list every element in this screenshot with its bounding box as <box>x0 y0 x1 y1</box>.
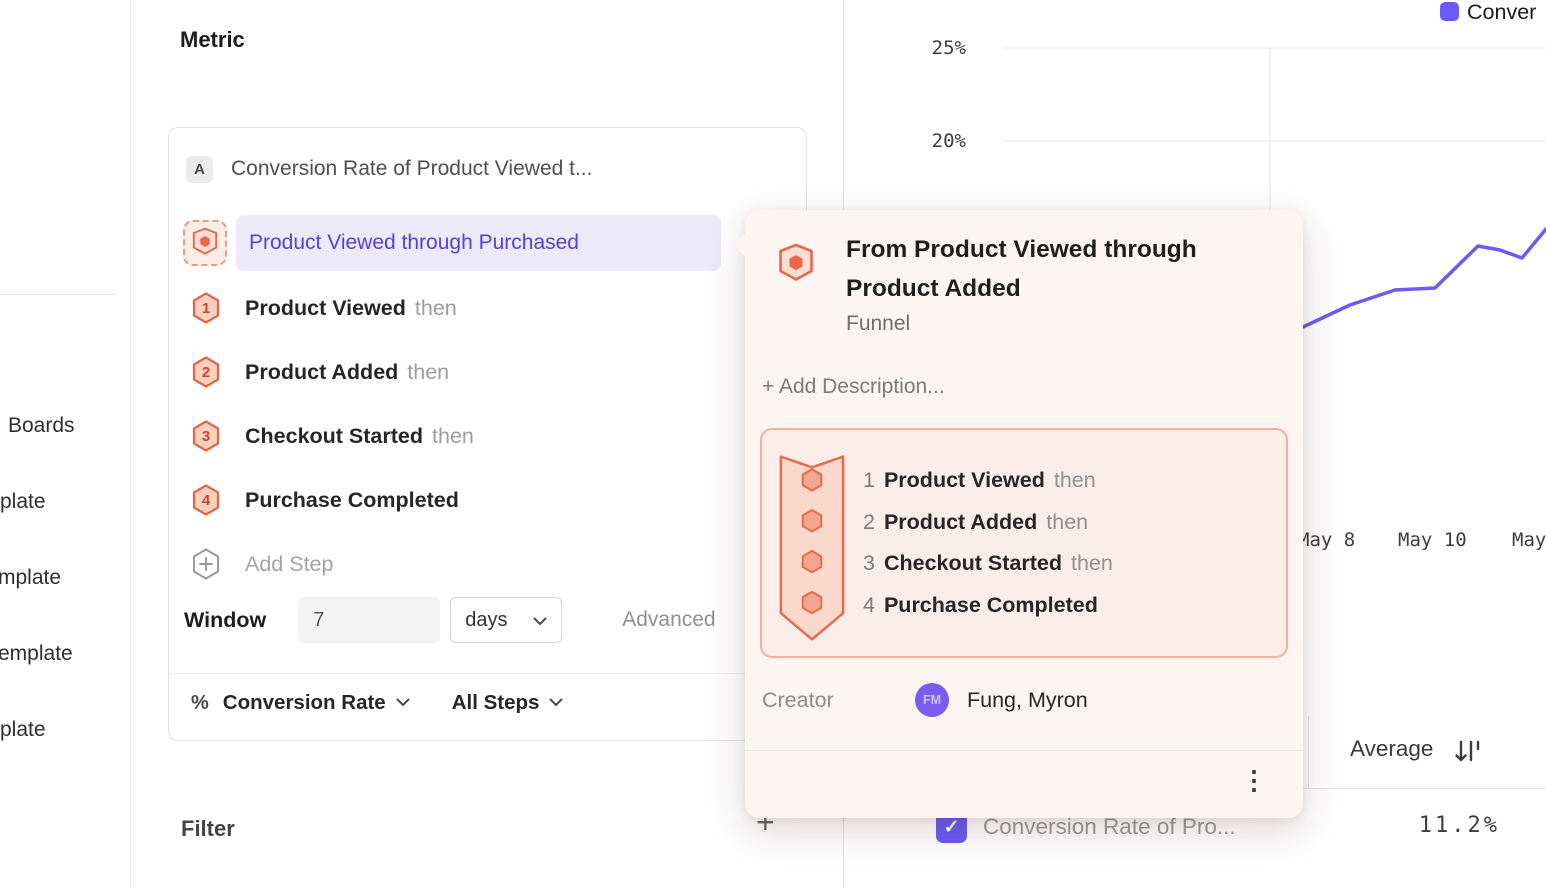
table-row-average-value: 11.2% <box>1418 813 1500 838</box>
step-2-badge-icon: 2 <box>192 356 220 388</box>
creator-name: Fung, Myron <box>967 688 1088 712</box>
funnel-icon <box>192 226 218 261</box>
creator-avatar: FM <box>915 683 949 717</box>
window-unit-select[interactable]: days <box>450 597 563 643</box>
x-axis-tick-may12: May <box>1512 529 1546 551</box>
table-column-divider <box>1308 716 1309 788</box>
popover-footer: ⋮ <box>745 750 1303 818</box>
sidebar-divider <box>0 294 115 295</box>
legend-label[interactable]: Conver <box>1467 0 1537 24</box>
sidebar-item-boards[interactable]: Boards <box>8 414 75 437</box>
creator-label: Creator <box>762 688 834 712</box>
step-2-name: Product Added <box>245 359 399 384</box>
check-icon: ✓ <box>943 817 960 838</box>
step-1-badge-icon: 1 <box>192 292 220 324</box>
add-step-plus-icon <box>192 548 220 580</box>
series-title: Conversion Rate of Product Viewed t... <box>231 157 593 180</box>
funnel-preview-card: 1 Product Viewed then 2 Product Added then 3… <box>760 428 1288 658</box>
sort-icon[interactable] <box>1453 738 1483 766</box>
measure-row: % Conversion Rate All Steps <box>191 684 563 722</box>
y-axis-tick-25: 25% <box>931 37 966 59</box>
step-4-name: Purchase Completed <box>245 487 459 512</box>
x-axis-tick-may10: May 10 <box>1398 529 1467 551</box>
window-label: Window <box>184 607 267 632</box>
sidebar-item-template-3[interactable]: emplate <box>0 642 73 665</box>
advanced-link[interactable]: Advanced <box>622 608 716 631</box>
step-3-name: Checkout Started <box>245 423 424 448</box>
measure-dropdown[interactable]: Conversion Rate <box>222 691 386 714</box>
step-2-number: 2 <box>201 363 211 381</box>
preview-step-4: 4 Purchase Completed <box>863 592 1098 617</box>
step-3-badge-icon: 3 <box>192 420 220 452</box>
sidebar-item-template-1[interactable]: plate <box>0 490 46 513</box>
card-divider <box>169 673 806 674</box>
metric-section-title: Metric <box>180 27 245 52</box>
step-1-connector: then <box>414 295 457 320</box>
funnel-step-4[interactable]: 4 Purchase Completed <box>192 480 468 520</box>
popover-type-label: Funnel <box>846 312 911 335</box>
series-badge: A <box>186 156 213 183</box>
step-4-badge-icon: 4 <box>192 484 220 516</box>
add-step-label: Add Step <box>245 551 334 576</box>
preview-step-3: 3 Checkout Started then <box>863 551 1113 576</box>
x-axis-tick-may8: May 8 <box>1298 529 1356 551</box>
metric-definition-card: A Conversion Rate of Product Viewed t...… <box>168 127 807 741</box>
average-column-header[interactable]: Average <box>1350 736 1434 761</box>
funnel-row: Product Viewed through Purchased <box>183 215 721 271</box>
funnel-banner-icon <box>777 450 847 651</box>
funnel-icon <box>778 242 814 287</box>
window-unit-value: days <box>465 608 508 631</box>
chevron-down-icon[interactable] <box>549 694 563 712</box>
legend-swatch <box>1440 2 1459 21</box>
step-1-number: 1 <box>201 299 211 317</box>
funnel-details-popover: From Product Viewed through Product Adde… <box>733 210 1303 818</box>
window-value-input[interactable] <box>298 597 441 643</box>
funnel-preview-steps: 1 Product Viewed then 2 Product Added then 3… <box>863 460 1113 626</box>
funnel-name-button[interactable]: Product Viewed through Purchased <box>236 215 721 271</box>
y-axis-tick-20: 20% <box>931 130 966 152</box>
window-row: Window days Advanced <box>184 596 716 644</box>
popover-title: From Product Viewed through Product Adde… <box>846 236 1197 302</box>
funnel-name-label: Product Viewed through Purchased <box>249 231 579 254</box>
funnel-step-2[interactable]: 2 Product Added then <box>192 352 449 392</box>
chevron-down-icon <box>533 609 547 632</box>
add-step-button[interactable]: Add Step <box>192 544 333 584</box>
funnel-step-3[interactable]: 3 Checkout Started then <box>192 416 474 456</box>
funnel-icon-button[interactable] <box>183 220 227 266</box>
sidebar: Boards plate mplate emplate plate <box>0 0 131 888</box>
table-row-name[interactable]: Conversion Rate of Pro... <box>983 814 1236 839</box>
step-2-connector: then <box>407 359 450 384</box>
chevron-down-icon[interactable] <box>396 694 410 712</box>
step-4-number: 4 <box>201 491 211 509</box>
sidebar-item-template-4[interactable]: plate <box>0 718 46 741</box>
preview-step-2: 2 Product Added then <box>863 509 1089 534</box>
step-1-name: Product Viewed <box>245 295 406 320</box>
steps-scope-dropdown[interactable]: All Steps <box>451 691 540 714</box>
add-description-button[interactable]: + Add Description... <box>762 375 945 398</box>
step-3-number: 3 <box>201 427 211 445</box>
sidebar-item-template-2[interactable]: mplate <box>0 566 62 589</box>
percent-icon: % <box>191 691 209 714</box>
filter-section-title: Filter <box>181 816 235 841</box>
funnel-step-1[interactable]: 1 Product Viewed then <box>192 288 457 328</box>
preview-step-1: 1 Product Viewed then <box>863 468 1096 493</box>
step-3-connector: then <box>432 423 474 448</box>
kebab-menu-icon[interactable]: ⋮ <box>1241 765 1267 795</box>
